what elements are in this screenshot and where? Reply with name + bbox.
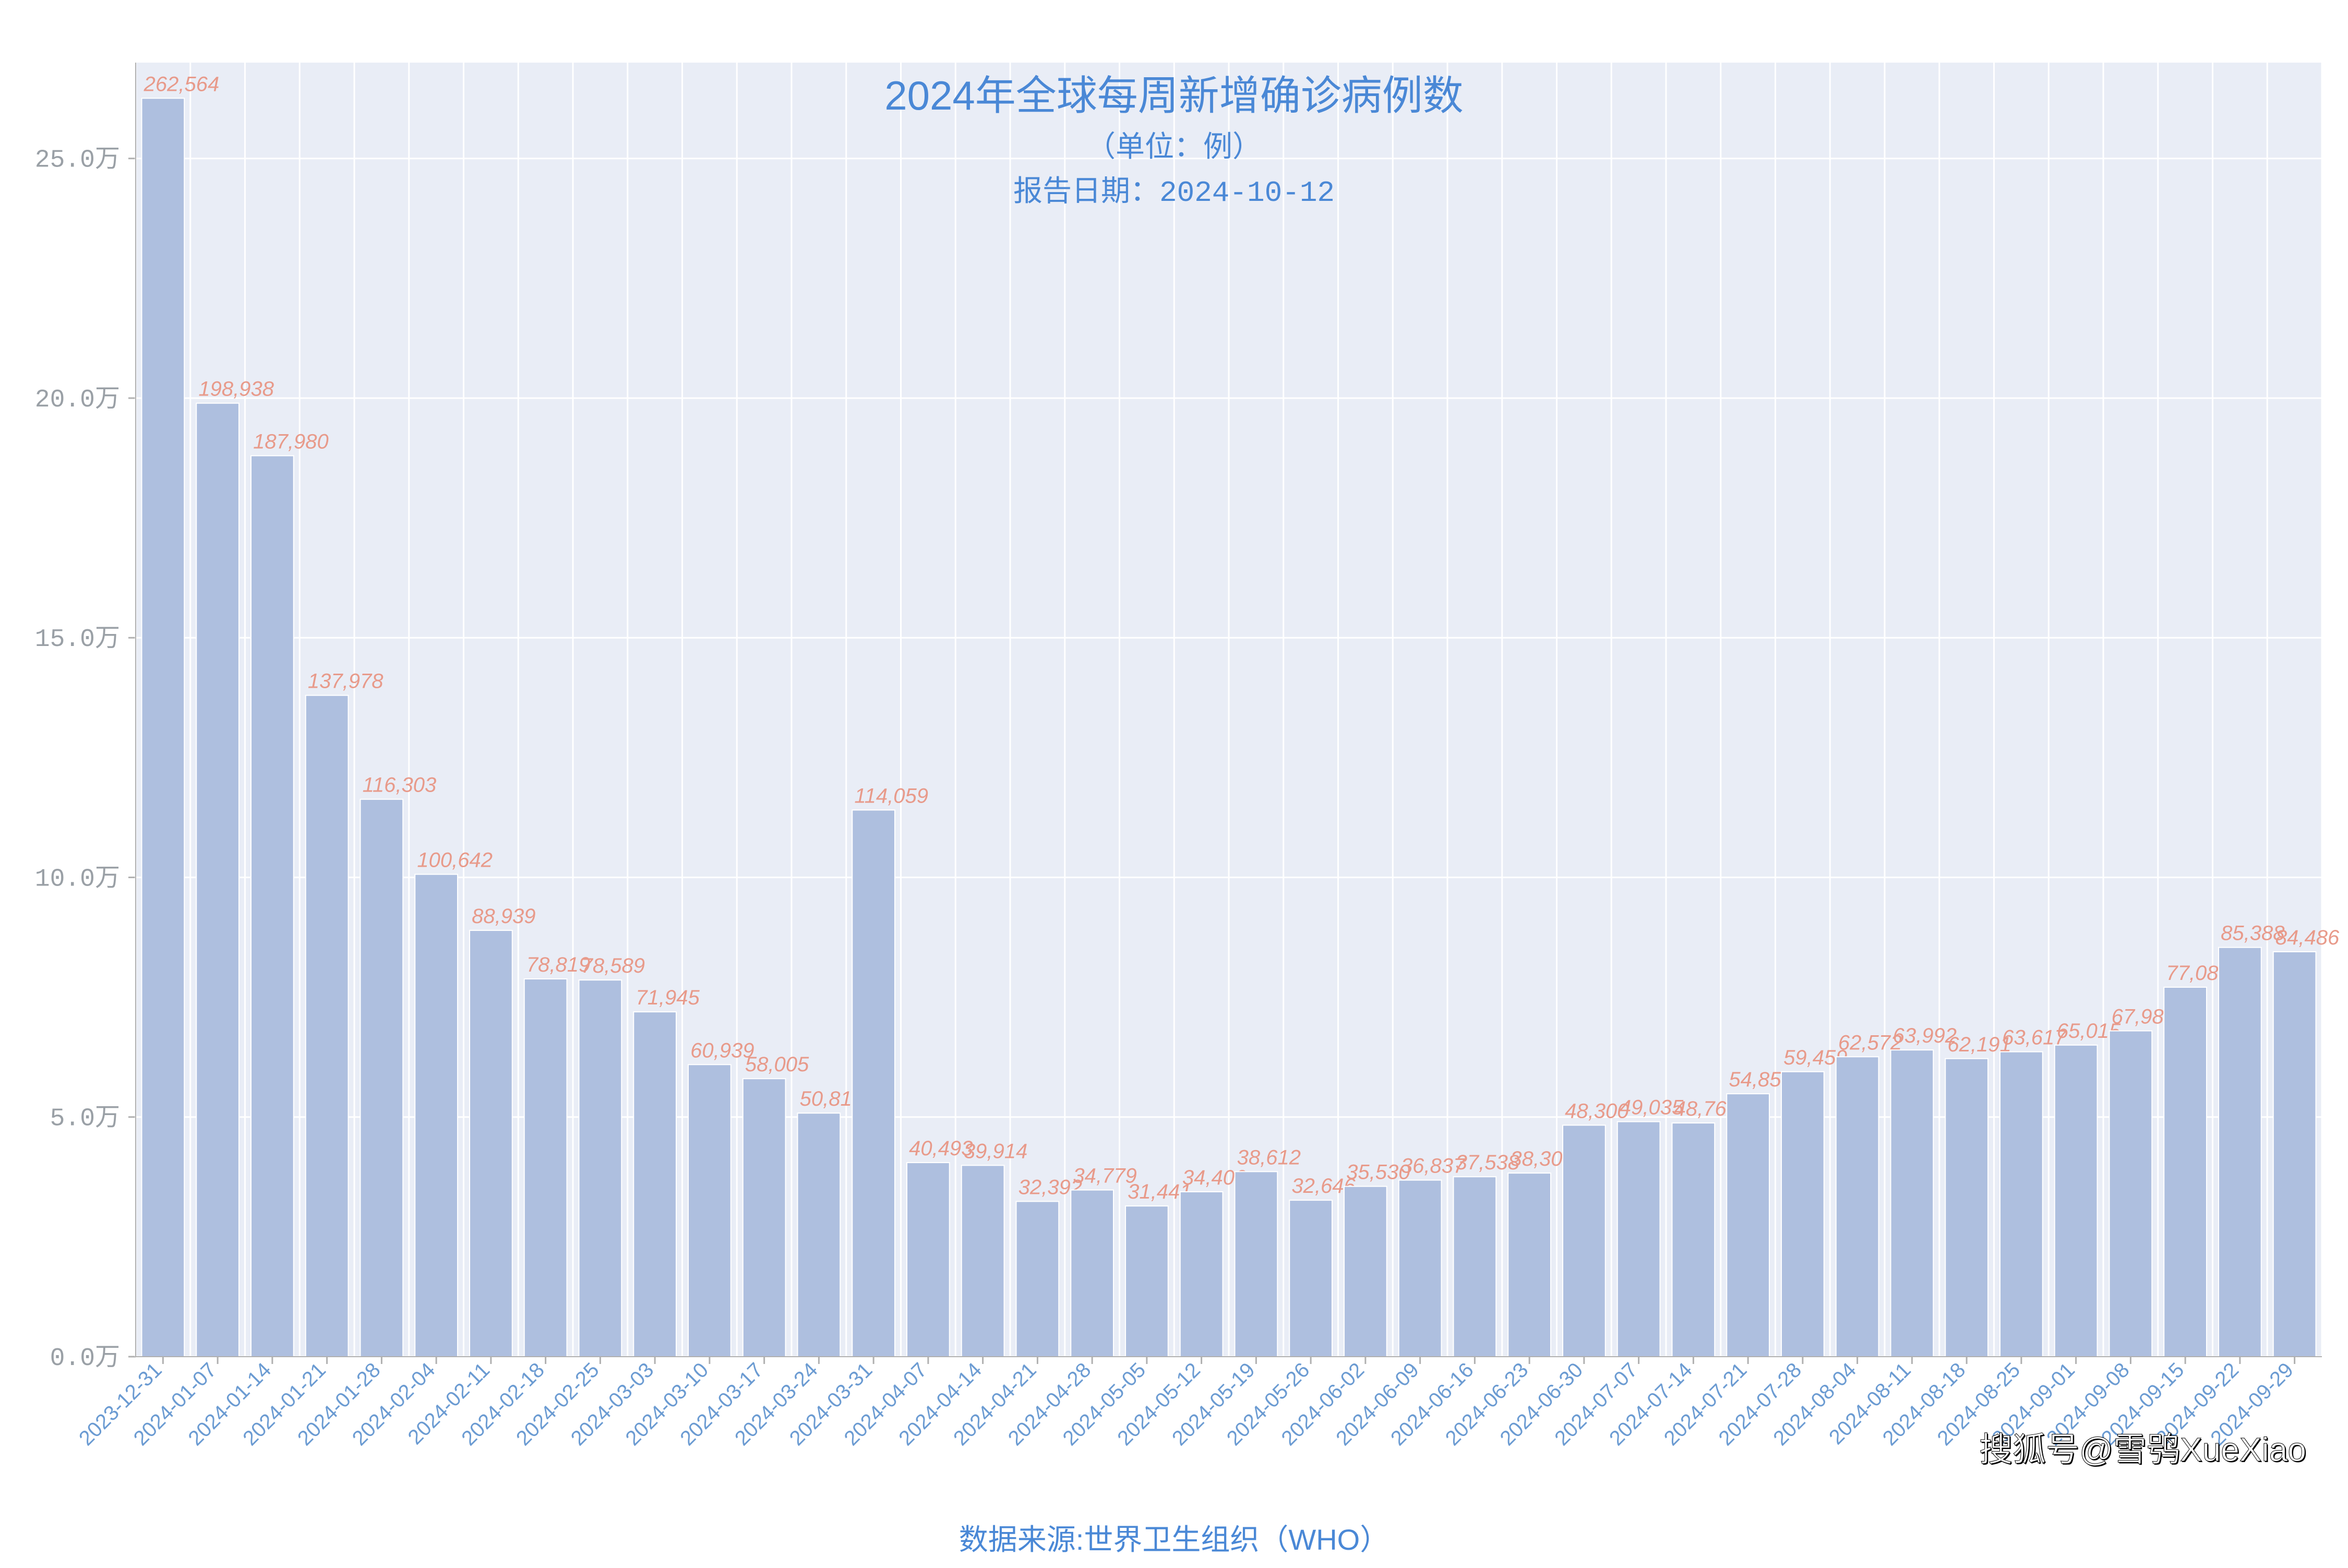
bar-chart: 0.0万5.0万10.0万15.0万20.0万25.0万262,5642023-… bbox=[0, 0, 2348, 1565]
bar-value-label: 78,589 bbox=[581, 954, 645, 977]
bar bbox=[1071, 1190, 1113, 1357]
bar bbox=[2110, 1031, 2152, 1357]
bar bbox=[1344, 1187, 1387, 1357]
bar bbox=[579, 980, 622, 1357]
bar-value-label: 88,939 bbox=[472, 905, 535, 928]
bar-value-label: 84,486 bbox=[2275, 926, 2340, 949]
bar-value-label: 114,059 bbox=[854, 784, 928, 807]
bar bbox=[196, 403, 239, 1357]
bar bbox=[1563, 1125, 1606, 1357]
chart-subtitle: （单位：例） bbox=[1086, 130, 1262, 163]
bar-value-label: 187,980 bbox=[253, 430, 329, 453]
bar bbox=[1672, 1123, 1715, 1357]
bar bbox=[1016, 1201, 1059, 1357]
bar bbox=[1399, 1180, 1442, 1357]
bar bbox=[688, 1064, 731, 1357]
bar bbox=[1945, 1059, 1988, 1357]
svg-text:搜狐号@雪鸮XueXiao: 搜狐号@雪鸮XueXiao bbox=[1979, 1431, 2306, 1468]
bar bbox=[415, 875, 458, 1357]
bar bbox=[1180, 1192, 1223, 1357]
y-tick-label: 5.0万 bbox=[50, 1105, 120, 1133]
bar bbox=[1618, 1122, 1660, 1357]
bar bbox=[852, 810, 895, 1357]
bar bbox=[1727, 1094, 1769, 1357]
bar bbox=[1454, 1177, 1496, 1357]
y-tick-label: 0.0万 bbox=[50, 1345, 120, 1373]
bar bbox=[470, 930, 512, 1357]
bar-value-label: 116,303 bbox=[363, 774, 437, 797]
bar-value-label: 39,914 bbox=[964, 1140, 1027, 1163]
bar bbox=[1508, 1173, 1551, 1357]
bar-value-label: 58,005 bbox=[745, 1053, 809, 1076]
bar bbox=[743, 1079, 786, 1357]
chart-title: 2024年全球每周新增确诊病例数 bbox=[884, 73, 1464, 118]
bar-value-label: 262,564 bbox=[143, 73, 220, 95]
bar-value-label: 100,642 bbox=[417, 849, 493, 872]
y-tick-label: 20.0万 bbox=[35, 386, 120, 414]
bar-value-label: 38,612 bbox=[1237, 1146, 1301, 1169]
bar bbox=[2164, 987, 2207, 1357]
chart-container: 0.0万5.0万10.0万15.0万20.0万25.0万262,5642023-… bbox=[0, 0, 2348, 1565]
bar bbox=[2219, 948, 2261, 1357]
bar bbox=[1235, 1171, 1278, 1357]
bar bbox=[306, 696, 349, 1357]
bar bbox=[1891, 1050, 1934, 1357]
watermark: 搜狐号@雪鸮XueXiao搜狐号@雪鸮XueXiao bbox=[1979, 1431, 2307, 1469]
y-tick-label: 10.0万 bbox=[35, 865, 120, 893]
y-tick-label: 25.0万 bbox=[35, 147, 120, 175]
bar bbox=[251, 456, 294, 1357]
bar bbox=[798, 1113, 841, 1357]
bar-value-label: 71,945 bbox=[636, 986, 700, 1009]
bar bbox=[1125, 1206, 1168, 1357]
bar-value-label: 198,938 bbox=[198, 378, 274, 401]
bar bbox=[524, 979, 567, 1357]
bar bbox=[1836, 1057, 1879, 1357]
bar bbox=[2000, 1052, 2043, 1357]
bar bbox=[1781, 1072, 1824, 1357]
bar bbox=[907, 1163, 950, 1357]
bar bbox=[2055, 1045, 2098, 1357]
bar bbox=[361, 799, 403, 1357]
chart-source: 数据来源:世界卫生组织（WHO） bbox=[959, 1523, 1389, 1556]
y-tick-label: 15.0万 bbox=[35, 626, 120, 654]
bar bbox=[1289, 1200, 1332, 1357]
bar bbox=[633, 1012, 676, 1357]
bar-value-label: 137,978 bbox=[308, 670, 384, 693]
bar bbox=[142, 98, 185, 1357]
bar bbox=[962, 1165, 1004, 1357]
bar bbox=[2273, 952, 2316, 1357]
chart-report-date: 报告日期：2024-10-12 bbox=[1013, 176, 1335, 210]
